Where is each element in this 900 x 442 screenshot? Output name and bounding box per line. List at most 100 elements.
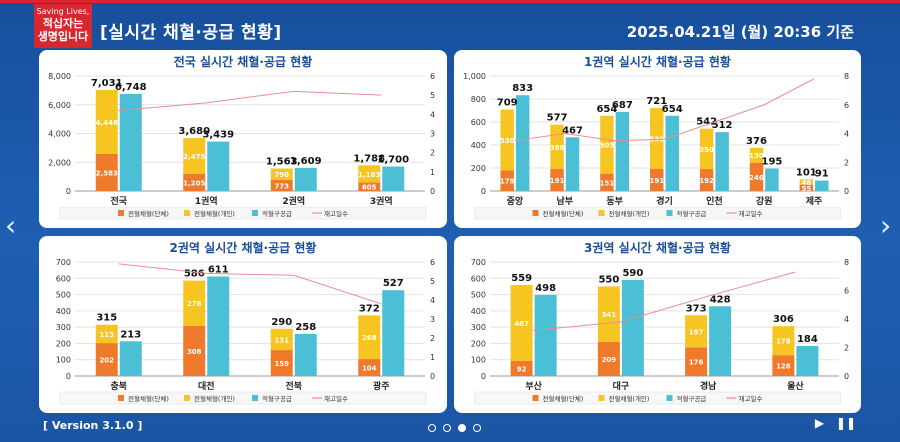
- label-individual-부산: 467: [514, 320, 529, 328]
- y2-tick-label: 2: [430, 149, 435, 158]
- chart-title: 3권역 실시간 채혈·공급 현황: [584, 240, 731, 255]
- label-total-대구: 550: [598, 274, 619, 285]
- line-stock-days: [118, 90, 382, 111]
- next-slide-button[interactable]: ›: [880, 209, 892, 242]
- slide-pagination: [428, 417, 483, 436]
- bar-individual-전국: [95, 89, 118, 154]
- pagination-dot-4[interactable]: [473, 424, 482, 432]
- label-individual-3권역: 1,183: [358, 171, 380, 179]
- y2-tick-label: 2: [844, 344, 849, 353]
- y2-tick-label: 4: [430, 110, 435, 119]
- pagination-dot-3[interactable]: [458, 424, 467, 432]
- x-tick-label: 경기: [656, 195, 673, 207]
- y2-tick-label: 0: [430, 372, 435, 381]
- x-tick-label: 대구: [613, 380, 630, 392]
- y-tick-label: 100: [56, 356, 71, 365]
- y2-tick-label: 8: [844, 258, 849, 267]
- y-tick-label: 200: [471, 339, 486, 348]
- label-supply-2권역: 1,609: [290, 156, 322, 167]
- x-tick-label: 전국: [110, 195, 127, 207]
- y2-tick-label: 0: [844, 372, 849, 381]
- bar-individual-경남: [685, 315, 708, 348]
- y-tick-label: 700: [56, 258, 71, 267]
- legend-swatch: [666, 395, 673, 401]
- y2-tick-label: 1: [430, 168, 435, 177]
- chart-title: 전국 실시간 채혈·공급 현황: [174, 54, 313, 69]
- play-icon[interactable]: ▶: [814, 416, 825, 430]
- bar-group-전국: [95, 153, 118, 191]
- pagination-dot-2[interactable]: [443, 424, 452, 432]
- legend-label: 재고일수: [739, 394, 763, 403]
- pause-icon[interactable]: ❚❚: [835, 416, 856, 430]
- legend-label: 재고일수: [324, 209, 348, 218]
- y-tick-label: 100: [471, 356, 486, 365]
- y-tick-label: 200: [56, 339, 71, 348]
- bar-individual-1권역: [183, 138, 206, 174]
- y2-tick-label: 8: [844, 72, 849, 81]
- label-group-인천: 192: [699, 177, 714, 185]
- bar-individual-제주: [799, 179, 814, 185]
- y-tick-label: 6,000: [48, 101, 71, 110]
- legend-box: [59, 206, 427, 220]
- bar-individual-2권역: [270, 168, 293, 180]
- legend-swatch: [118, 395, 124, 401]
- y2-tick-label: 0: [430, 187, 435, 196]
- bar-group-2권역: [270, 179, 293, 191]
- pagination-dot-1[interactable]: [428, 424, 436, 432]
- label-group-대구: 209: [602, 356, 617, 364]
- x-tick-label: 1권역: [195, 195, 218, 207]
- legend-label: 적혈구공급: [677, 209, 707, 218]
- y-tick-label: 500: [56, 291, 71, 300]
- chart-title: 2권역 실시간 채혈·공급 현황: [170, 240, 317, 255]
- y2-tick-label: 3: [430, 130, 435, 139]
- label-supply-충북: 213: [120, 329, 141, 340]
- y-tick-label: 300: [471, 323, 486, 332]
- bar-supply-광주: [382, 290, 405, 376]
- legend-label: 적혈구공급: [262, 394, 292, 403]
- bar-group-경기: [650, 169, 664, 191]
- legend-label: 전혈채혈(단체): [128, 394, 169, 403]
- y2-tick-label: 2: [844, 158, 849, 167]
- label-supply-대전: 611: [208, 264, 229, 275]
- bar-group-광주: [358, 359, 381, 376]
- label-supply-중앙: 833: [512, 83, 533, 94]
- y2-tick-label: 3: [430, 315, 435, 324]
- y-tick-label: 2,000: [48, 158, 71, 167]
- bar-supply-제주: [815, 180, 829, 191]
- bar-group-1권역: [183, 173, 206, 191]
- y-tick-label: 600: [471, 118, 486, 127]
- label-total-전국: 7,031: [91, 78, 123, 89]
- chart-panel-region-2: 2권역 실시간 채혈·공급 현황 0 100 200 300 400 500 600 700 0 1…: [39, 236, 447, 413]
- legend-swatch: [118, 210, 124, 216]
- bar-individual-전북: [270, 328, 293, 351]
- label-total-전북: 290: [271, 317, 292, 328]
- y-tick-label: 400: [56, 307, 71, 316]
- x-tick-label: 울산: [787, 380, 804, 392]
- y2-tick-label: 0: [844, 187, 849, 196]
- label-total-충북: 315: [96, 313, 117, 324]
- label-individual-대전: 278: [187, 300, 202, 308]
- legend-swatch: [252, 210, 258, 216]
- y-tick-label: 800: [471, 95, 486, 104]
- bar-individual-충북: [95, 324, 118, 344]
- legend-label: 적혈구공급: [262, 209, 292, 218]
- legend-label: 전혈채혈(개인): [194, 394, 235, 403]
- reference-datetime: 2025.04.21일 (월) 20:36 기준: [626, 23, 854, 41]
- bar-supply-경기: [665, 115, 679, 191]
- label-group-1권역: 1,205: [183, 179, 205, 187]
- bar-group-충북: [95, 343, 118, 376]
- legend-label: 적혈구공급: [677, 394, 707, 403]
- legend-swatch: [598, 210, 605, 216]
- y2-tick-label: 6: [430, 72, 435, 81]
- label-total-대전: 586: [184, 269, 205, 280]
- bar-group-3권역: [358, 182, 381, 191]
- label-group-2권역: 773: [274, 182, 289, 190]
- label-total-인천: 542: [696, 117, 717, 128]
- prev-slide-button[interactable]: ‹: [5, 209, 17, 242]
- y2-tick-label: 1: [430, 353, 435, 362]
- y-tick-label: 400: [471, 141, 486, 150]
- label-individual-제주: 46: [801, 179, 811, 187]
- legend-swatch: [184, 395, 190, 401]
- y-tick-label: 200: [471, 164, 486, 173]
- bar-supply-남부: [565, 137, 580, 191]
